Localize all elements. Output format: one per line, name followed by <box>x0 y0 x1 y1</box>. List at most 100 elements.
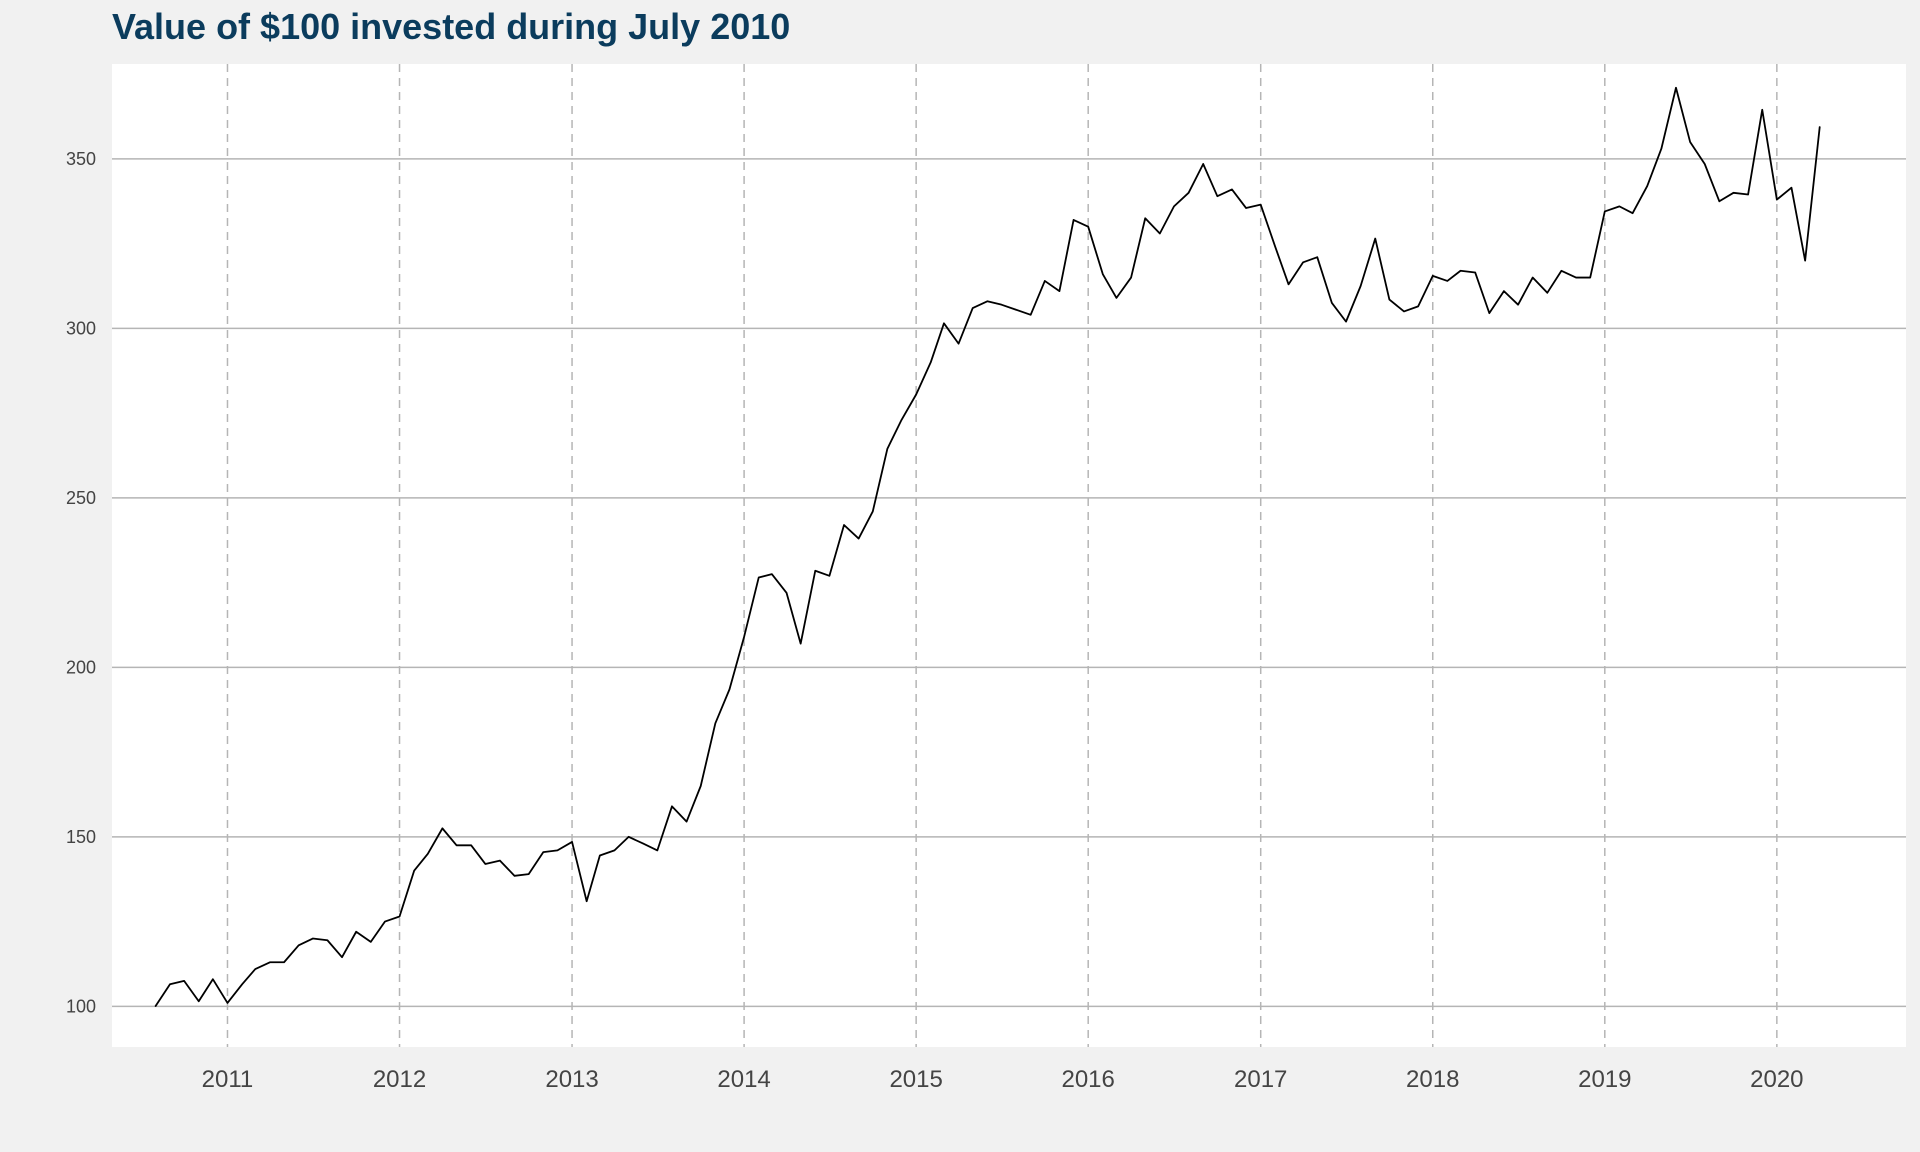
x-tick-label: 2018 <box>1406 1066 1459 1093</box>
data-point <box>1302 261 1304 263</box>
y-gridlines <box>112 158 1906 1008</box>
data-point <box>1675 87 1677 89</box>
data-point <box>1231 188 1233 191</box>
data-point <box>1790 187 1793 189</box>
data-point <box>1072 219 1075 221</box>
chart-title: Value of $100 invested during July 2010 <box>112 6 791 47</box>
x-axis: 2011 2012 2013 2014 2015 2016 2017 2018 2019 2020 <box>202 1066 1804 1093</box>
data-point <box>226 1002 229 1004</box>
data-point <box>1159 232 1161 235</box>
data-point <box>700 785 702 787</box>
data-point <box>1804 260 1806 262</box>
data-point <box>656 849 658 852</box>
data-point <box>1560 270 1563 272</box>
data-point <box>930 361 932 363</box>
data-point <box>1446 280 1448 282</box>
data-point <box>1761 109 1763 111</box>
data-point <box>886 448 888 450</box>
data-point <box>599 854 601 857</box>
data-point <box>1087 226 1089 228</box>
data-point <box>1345 321 1347 323</box>
data-point <box>957 343 960 345</box>
x-tick-label: 2011 <box>202 1066 254 1093</box>
x-tick-label: 2020 <box>1750 1066 1803 1093</box>
data-point <box>1115 297 1118 299</box>
data-point <box>1646 185 1648 187</box>
data-point <box>771 573 773 575</box>
data-point <box>1173 205 1175 207</box>
data-point <box>1517 304 1519 306</box>
data-point <box>1575 276 1577 279</box>
data-point <box>298 944 300 946</box>
data-point <box>915 393 917 396</box>
data-point <box>441 827 444 829</box>
data-point <box>427 853 429 855</box>
data-point <box>183 980 185 982</box>
data-point <box>312 937 314 940</box>
data-point <box>1030 314 1032 316</box>
data-point <box>1432 275 1434 277</box>
data-point <box>198 1000 200 1002</box>
x-tick-label: 2019 <box>1578 1066 1631 1093</box>
y-tick-label: 350 <box>66 149 96 169</box>
data-point <box>858 537 860 540</box>
y-tick-label: 300 <box>66 318 96 338</box>
data-point <box>370 941 372 943</box>
data-point <box>814 570 816 572</box>
data-point <box>586 900 588 902</box>
data-point <box>1488 312 1490 314</box>
data-point <box>1216 195 1218 197</box>
series-layer <box>154 86 1821 1007</box>
x-tick-label: 2015 <box>889 1066 942 1093</box>
y-tick-label: 200 <box>66 657 96 677</box>
x-tick-label: 2016 <box>1061 1066 1114 1093</box>
data-point <box>1417 305 1419 307</box>
data-point <box>986 300 988 302</box>
y-tick-label: 150 <box>66 827 96 847</box>
data-point <box>1732 192 1735 194</box>
data-point <box>1202 163 1204 165</box>
data-point <box>269 961 271 963</box>
data-point <box>743 636 745 638</box>
data-point <box>542 851 544 853</box>
data-point <box>1187 192 1190 194</box>
data-point <box>628 836 630 838</box>
data-point <box>1589 276 1591 279</box>
y-axis: 100 150 200 250 300 350 <box>66 149 96 1016</box>
data-point <box>1503 290 1505 292</box>
data-point <box>1689 141 1691 143</box>
data-point <box>455 844 458 846</box>
data-point <box>943 322 945 324</box>
x-tick-label: 2012 <box>373 1066 426 1093</box>
data-point <box>1144 217 1146 219</box>
x-gridlines <box>226 64 1778 1047</box>
data-point <box>1000 304 1003 306</box>
data-point <box>556 849 559 852</box>
data-point <box>1245 207 1247 209</box>
data-point <box>1474 271 1476 274</box>
data-point <box>1331 302 1333 304</box>
data-point <box>470 844 472 846</box>
data-point <box>1459 270 1462 272</box>
plot-panel <box>112 64 1906 1047</box>
data-point <box>1044 280 1046 282</box>
data-point <box>484 863 486 865</box>
data-point <box>326 939 329 941</box>
data-point <box>1546 292 1548 294</box>
data-point <box>499 859 501 862</box>
data-point <box>1274 246 1276 248</box>
y-tick-label: 250 <box>66 488 96 508</box>
data-point <box>1374 237 1376 240</box>
data-point <box>785 592 788 594</box>
data-point <box>154 1005 156 1007</box>
data-point <box>1618 205 1621 207</box>
data-point <box>1704 163 1706 165</box>
x-tick-label: 2017 <box>1234 1066 1287 1093</box>
data-point <box>355 931 357 933</box>
data-point <box>1819 126 1821 128</box>
data-point <box>1388 298 1390 301</box>
data-point <box>671 805 673 807</box>
data-point <box>341 956 343 958</box>
